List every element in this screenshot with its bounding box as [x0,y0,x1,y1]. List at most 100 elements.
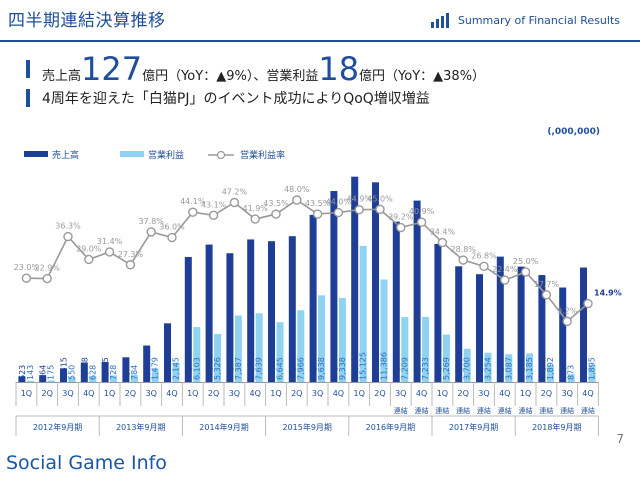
quarter-tick-label: 3Q [229,389,240,398]
sales-bar [247,239,255,382]
margin-point [520,267,531,277]
sales-bar [330,191,338,382]
profit-bar [68,377,76,382]
profit-bar [47,380,55,382]
margin-point [437,237,448,248]
margin-value-label: 26.8% [471,251,497,260]
sales-bar [434,243,442,382]
sales-value: 127 [81,50,143,88]
consolidated-label: 連結 [539,406,553,415]
margin-point [416,217,427,227]
sales-value-label: 20,156 [413,352,422,380]
legend-sales-label: 売上高 [52,149,79,161]
quarter-tick-label: 3Q [312,389,323,398]
sales-value-label: 12,720 [580,352,589,380]
margin-point [167,232,177,243]
profit-value-label: 7,966 [296,357,305,380]
margin-value-label: 23.0% [14,263,40,272]
consolidated-label: 連結 [581,406,595,415]
quarter-tick-label: 1Q [270,389,281,398]
sales-value-label: 6,520 [164,357,173,380]
quarter-tick-label: 1Q [437,389,448,398]
profit-value-label: 3,700 [463,357,472,380]
profit-bar [567,374,575,382]
sales-value-label: 12,820 [517,352,526,380]
margin-value-label: 45.0% [367,194,393,203]
profit-value-label: 7,233 [421,357,430,380]
profit-value-label: 3,254 [484,357,493,380]
sales-value-label: 15,839 [247,352,256,380]
profit-bar [276,322,284,382]
sales-value-label: 13,892 [184,352,193,380]
profit-bar [442,334,450,382]
quarter-tick-label: 4Q [499,389,510,398]
margin-point [375,204,385,215]
margin-value-label: 28.8% [450,245,476,254]
year-label: 2013年9月期 [116,422,165,432]
profit-bar [255,313,263,382]
sales-value-label: 11,882 [538,352,547,380]
margin-value-label: 40.9% [409,207,435,216]
profit-bar [505,354,513,382]
quarter-tick-label: 2Q [42,389,53,398]
profit-value-label: 784 [130,365,139,380]
profit-value-label: 9,338 [338,357,347,380]
sales-bar [476,274,483,382]
margin-point [229,197,240,208]
sales-bar [309,214,317,382]
consolidated-label: 連結 [477,406,491,415]
profit-value-label: 11,386 [380,352,389,380]
bullet-marker [26,60,30,78]
quarter-tick-label: 1Q [21,389,32,398]
quarter-tick-label: 4Q [166,389,177,398]
margin-point [458,255,468,265]
sales-value-label: 10,499 [559,352,568,380]
profit-value-label: 7,639 [255,357,264,380]
profit-value-label: 550 [68,365,77,380]
profit-value-label: 1,895 [588,357,597,380]
margin-point [21,273,32,283]
profit-bar [234,315,242,382]
sales-bar [226,253,234,382]
sales-value-label: 13,932 [496,352,505,380]
margin-value-label: 36.0% [159,223,185,232]
margin-value-label: 43.5% [263,199,289,208]
margin-point [333,207,344,218]
profit-value-label: 1,479 [151,357,160,380]
margin-point [271,209,281,219]
sales-bar [392,221,400,382]
margin-point [312,209,323,219]
quarter-tick-label: 2Q [374,389,385,398]
sales-suffix: 億円（YoY：▲9%）、営業利益 [142,69,319,84]
profit-bar [110,375,118,382]
margin-value-label: 29.0% [76,244,102,253]
sales-value-label: 11,979 [476,352,485,380]
sales-bar [18,376,26,382]
profit-value-label: 3,087 [504,357,513,380]
margin-value-label: 22.4% [492,265,518,274]
quarter-tick-label: 2Q [125,389,136,398]
consolidated-label: 連結 [519,406,533,415]
margin-value-label: 17.7% [534,280,560,289]
profit-value-label: 7,209 [400,357,409,380]
sales-value-label: 14,309 [226,352,235,380]
profit-bar [130,374,138,382]
profit-bar [380,279,388,382]
sales-value-label: 21,218 [330,352,339,380]
profit-bar [588,364,596,382]
margin-point [292,195,302,205]
sales-bar [80,362,88,382]
margin-value-label: 34.4% [430,228,456,237]
sales-bar [205,244,213,382]
sales-value-label: 16,200 [288,352,297,380]
quarter-tick-label: 2Q [541,389,552,398]
profit-value-label: 873 [567,365,576,380]
quarter-tick-label: 1Q [354,389,365,398]
quarter-tick-label: 1Q [104,389,115,398]
profit-value-label: 175 [47,365,56,380]
margin-point [250,214,260,224]
sales-value-label: 15,268 [205,352,214,380]
margin-value-label: 31.4% [97,237,123,246]
quarter-tick-label: 4Q [83,389,94,398]
quarter-tick-label: 3Q [62,389,73,398]
